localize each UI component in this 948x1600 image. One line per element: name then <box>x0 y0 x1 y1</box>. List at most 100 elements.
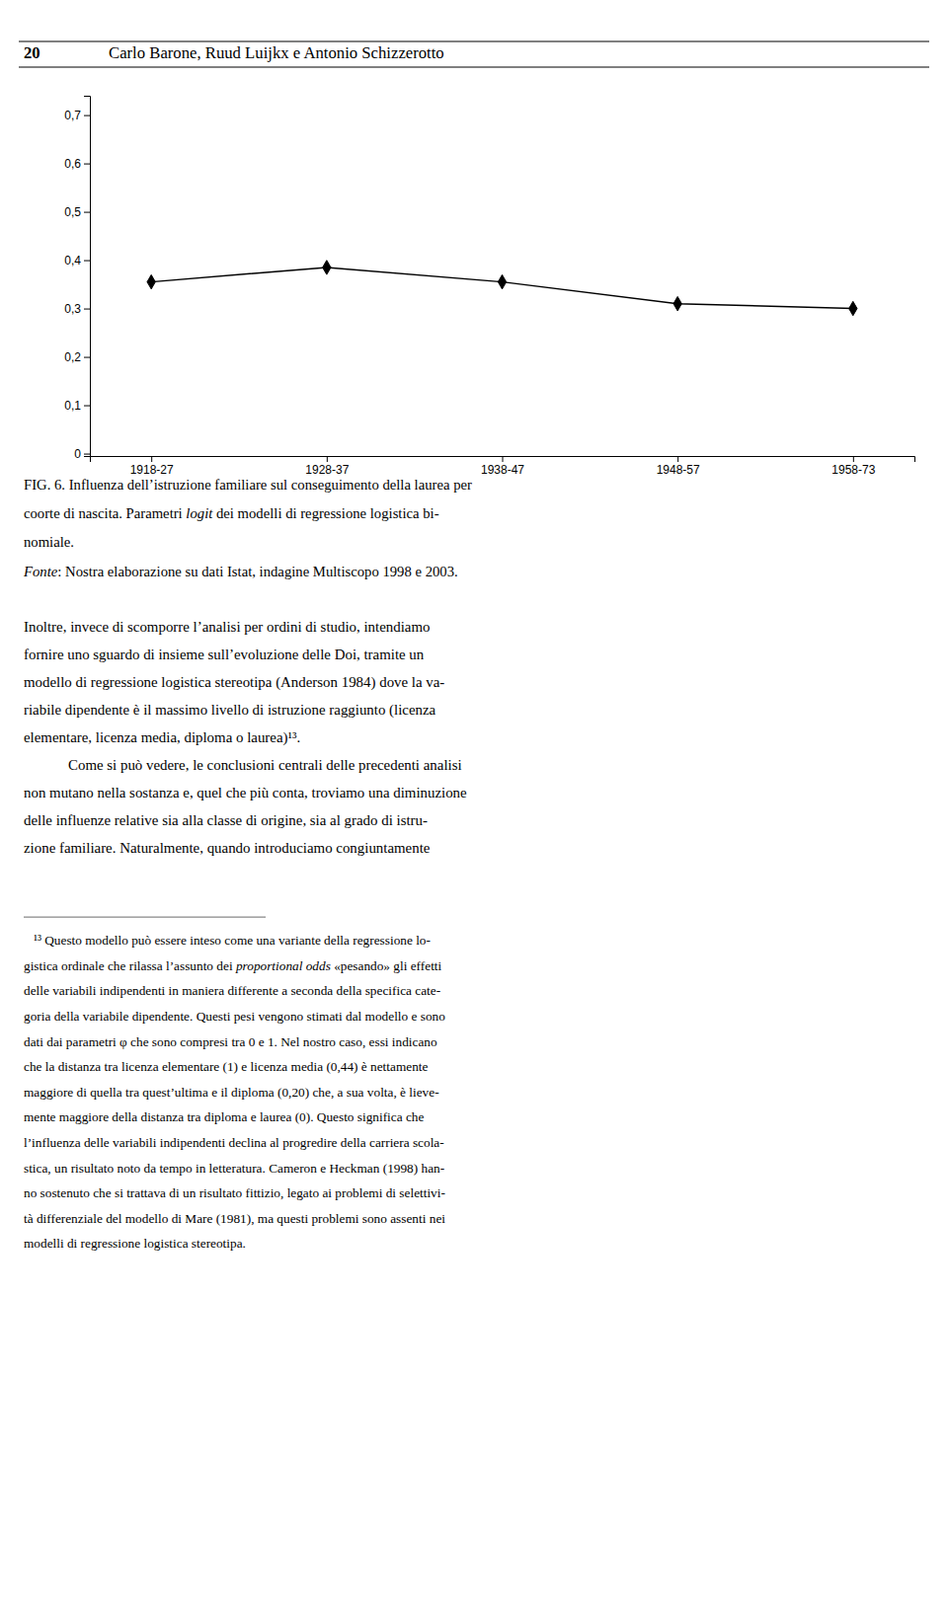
footnote-run: goria della variabile dipendente. Questi… <box>23 1008 446 1024</box>
body-line: non mutano nella sostanza e, quel che pi… <box>23 785 468 801</box>
x-tick: 1918-27 <box>130 456 174 477</box>
header-rule <box>18 67 930 69</box>
footnote-line: modelli di regressione logistica stereot… <box>23 1236 246 1252</box>
x-tick-label: 1918-27 <box>130 463 174 477</box>
caption-run: nomiale. <box>23 535 75 552</box>
caption-line: nomiale. <box>23 535 75 552</box>
caption: FIG. 6. Influenza dell’istruzione famili… <box>22 476 473 580</box>
y-tick-mark <box>83 212 90 214</box>
footnote-run: l’influenza delle variabili indipendenti… <box>23 1134 445 1150</box>
y-tick: 0,4 <box>64 253 90 268</box>
y-tick-label: 0,1 <box>64 398 81 413</box>
x-tick: 1948-57 <box>656 456 701 477</box>
y-axis: 0 0,1 0,2 0,3 0,4 0,5 0,6 0,7 <box>64 96 90 462</box>
footnote-line: che la distanza tra licenza elementare (… <box>23 1059 428 1075</box>
footnote-line: ¹³ Questo modello può essere inteso come… <box>23 933 431 948</box>
body-line: fornire uno sguardo di insieme sull’evol… <box>23 646 425 663</box>
x-axis: 1918-27 1928-37 1938-47 1948-57 1958-73 <box>90 456 916 477</box>
y-tick: 0,6 <box>64 157 90 171</box>
footnote-run: delle variabili indipendenti in maniera … <box>23 983 441 999</box>
caption-run: dei modelli di regressione logistica bi- <box>212 506 439 523</box>
caption-line: coorte di nascita. Parametri logit dei m… <box>23 506 440 523</box>
x-tick: 1928-37 <box>305 456 349 477</box>
data-point <box>322 260 331 275</box>
footnote-line: goria della variabile dipendente. Questi… <box>23 1008 446 1024</box>
y-tick-mark <box>83 309 90 311</box>
footnote-run: gistica ordinale che rilassa l’assunto d… <box>23 957 237 973</box>
footnote-line: l’influenza delle variabili indipendenti… <box>23 1134 445 1150</box>
body-line: elementare, licenza media, diploma o lau… <box>23 729 301 747</box>
page: 20 Carlo Barone, Ruud Luijkx e Antonio Sc… <box>0 0 948 1600</box>
x-tick-mark <box>326 456 328 463</box>
y-tick-mark <box>83 454 90 456</box>
footnote-run: dati dai parametri φ che sono compresi t… <box>23 1033 438 1049</box>
caption-line: Fonte: Nostra elaborazione su dati Istat… <box>22 563 459 580</box>
footnotes: ¹³ Questo modello può essere inteso come… <box>23 917 446 1252</box>
y-tick: 0,5 <box>64 205 90 220</box>
data-point <box>849 301 858 316</box>
body-line: zione familiare. Naturalmente, quando in… <box>23 840 431 857</box>
data-point <box>147 274 156 289</box>
y-tick: 0,2 <box>64 350 90 365</box>
body-line: Come si può vedere, le conclusioni centr… <box>68 757 463 774</box>
caption-run: logit <box>185 506 214 523</box>
caption-run: coorte di nascita. Parametri <box>23 506 186 523</box>
body-line: modello di regressione logistica stereot… <box>23 674 445 692</box>
x-tick-mark <box>677 456 679 463</box>
y-tick-mark <box>83 405 90 407</box>
footnote-run: stica, un risultato noto da tempo in let… <box>23 1160 445 1176</box>
y-tick: 0,1 <box>64 398 90 413</box>
footnote-run: «pesando» gli effetti <box>330 957 443 973</box>
footnote-rule <box>23 917 266 919</box>
y-tick-mark <box>83 357 90 359</box>
y-tick: 0,3 <box>64 302 90 316</box>
footnote-run: tà differenziale del modello di Mare (19… <box>23 1210 446 1226</box>
data-point <box>673 296 682 311</box>
footnote-line: dati dai parametri φ che sono compresi t… <box>23 1033 438 1049</box>
data-point <box>497 274 506 289</box>
body-text: Inoltre, invece di scomporre l’analisi p… <box>23 619 468 856</box>
body-line: delle influenze relative sia alla classe… <box>23 812 428 829</box>
x-tick-label: 1938-47 <box>480 463 525 477</box>
footnote-run: che la distanza tra licenza elementare (… <box>23 1059 428 1075</box>
caption-run: FIG. 6. Influenza dell’istruzione famili… <box>23 476 473 493</box>
y-tick-label: 0,4 <box>64 253 81 268</box>
x-tick-label: 1958-73 <box>831 463 875 477</box>
body-line: Inoltre, invece di scomporre l’analisi p… <box>23 619 430 635</box>
y-tick-mark <box>83 163 90 165</box>
y-tick-label: 0,2 <box>64 350 81 365</box>
y-tick-mark <box>83 115 90 117</box>
y-tick-label: 0,7 <box>64 108 81 123</box>
header-number: 20 <box>23 43 41 63</box>
x-tick-mark <box>502 456 504 463</box>
header-rule <box>18 41 930 43</box>
y-tick-label: 0,5 <box>64 205 81 220</box>
footnote-line: delle variabili indipendenti in maniera … <box>23 983 441 999</box>
y-tick-label: 0 <box>74 447 81 462</box>
footnote-run: no sostenuto che si trattava di un risul… <box>23 1185 446 1201</box>
chart: 1918-271928-371938-471948-571958-7300,10… <box>64 96 915 477</box>
caption-run: : Nostra elaborazione su dati Istat, ind… <box>57 563 458 580</box>
x-tick: 1958-73 <box>831 456 875 477</box>
footnote-run: mente maggiore della distanza tra diplom… <box>23 1109 424 1125</box>
footnote-line: no sostenuto che si trattava di un risul… <box>23 1185 446 1201</box>
footnote-run: ¹³ Questo modello può essere inteso come… <box>23 933 431 948</box>
header-title: Carlo Barone, Ruud Luijkx e Antonio Schi… <box>108 43 445 63</box>
x-tick-mark <box>853 456 855 463</box>
x-tick-mark <box>151 456 153 463</box>
plot-area <box>147 260 858 316</box>
x-tick-label: 1948-57 <box>656 463 701 477</box>
y-tick-label: 0,3 <box>64 302 81 316</box>
caption-run: Fonte <box>22 563 59 580</box>
y-tick: 0 <box>74 447 90 462</box>
footnote-line: mente maggiore della distanza tra diplom… <box>23 1109 424 1125</box>
footnote-line: maggiore di quella tra quest’ultima e il… <box>23 1084 440 1100</box>
header: 20 Carlo Barone, Ruud Luijkx e Antonio Sc… <box>18 41 930 68</box>
footnote-run: proportional odds <box>235 957 331 973</box>
body-line: riabile dipendente è il massimo livello … <box>23 702 437 719</box>
footnote-line: gistica ordinale che rilassa l’assunto d… <box>23 957 443 973</box>
y-tick-mark <box>83 260 90 262</box>
y-axis-line <box>83 96 91 458</box>
caption-line: FIG. 6. Influenza dell’istruzione famili… <box>23 476 473 493</box>
x-axis-line <box>90 457 916 464</box>
